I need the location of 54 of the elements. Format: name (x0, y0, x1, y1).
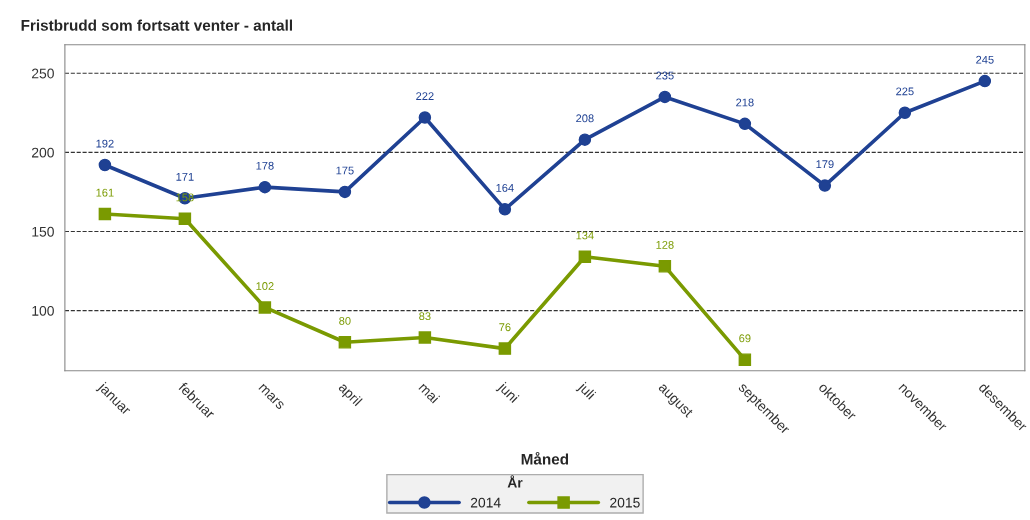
data-label: 245 (976, 55, 994, 64)
data-label: 171 (176, 173, 194, 181)
point (578, 250, 592, 264)
point (578, 133, 592, 146)
data-label: 161 (96, 188, 114, 197)
x-tick-label: juni (495, 380, 520, 405)
data-label: 222 (416, 92, 434, 100)
point (658, 260, 672, 273)
point (258, 180, 272, 194)
legend-title: År (507, 475, 523, 488)
point (738, 117, 752, 131)
point (418, 331, 432, 344)
data-label: 218 (736, 98, 754, 107)
data-label: 102 (256, 282, 274, 290)
point (178, 212, 192, 226)
legend-label: 2014 (470, 497, 501, 508)
x-tick-label: juli (575, 380, 597, 402)
legend-label: 2015 (610, 497, 640, 508)
data-label: 164 (496, 183, 514, 192)
x-axis-title: Måned (521, 451, 569, 465)
data-label: 208 (576, 114, 594, 123)
data-label: 158 (176, 193, 194, 202)
y-tick-label: 100 (32, 305, 54, 316)
y-tick-label: 250 (32, 68, 54, 79)
point (98, 158, 112, 172)
data-label: 192 (96, 139, 114, 148)
point (338, 185, 352, 199)
point (898, 106, 912, 120)
point (338, 336, 352, 349)
point (978, 74, 992, 88)
point (98, 207, 112, 221)
data-label: 80 (339, 316, 351, 325)
data-label: 76 (499, 323, 511, 332)
data-label: 225 (896, 87, 914, 96)
data-label: 178 (256, 161, 274, 170)
y-tick-label: 150 (32, 226, 54, 237)
data-label: 134 (576, 231, 594, 240)
point (658, 90, 672, 104)
data-label: 235 (656, 71, 674, 80)
point (498, 342, 512, 355)
data-label: 175 (336, 166, 354, 175)
data-label: 69 (739, 334, 751, 343)
point (818, 179, 832, 192)
chart-title: Fristbrudd som fortsatt venter - antall (21, 19, 292, 31)
data-label: 83 (419, 312, 431, 321)
point (418, 111, 432, 124)
x-tick-label: mai (418, 381, 441, 404)
point (498, 203, 512, 216)
data-label: 179 (816, 160, 834, 169)
x-tick-label: april (336, 381, 363, 409)
point (258, 301, 272, 314)
data-label: 128 (656, 240, 674, 249)
y-tick-label: 200 (32, 147, 54, 158)
point (738, 353, 752, 366)
